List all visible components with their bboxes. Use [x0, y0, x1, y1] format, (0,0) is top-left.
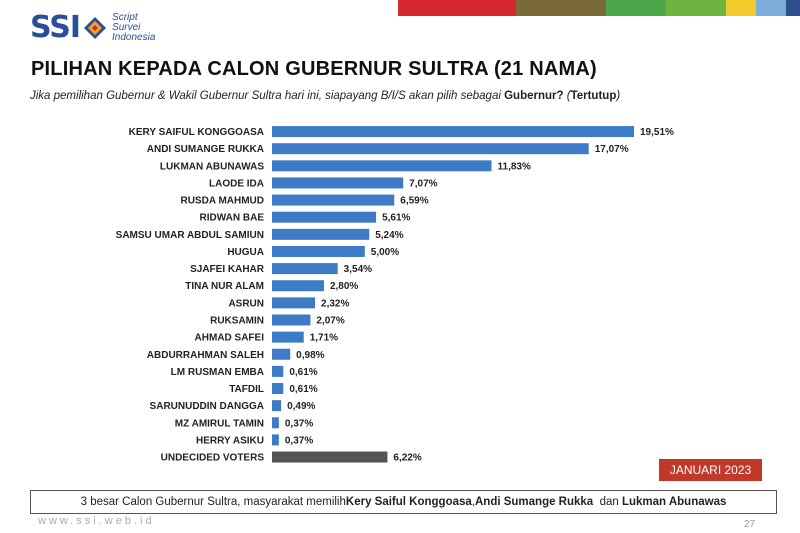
question-bold-gubernur: Gubernur? [504, 90, 564, 102]
value-label: 0,61% [289, 384, 317, 395]
value-label: 0,98% [296, 350, 324, 361]
question-subtitle: Jika pemilihan Gubernur & Wakil Gubernur… [30, 90, 620, 102]
topbar-seg-3 [606, 0, 666, 16]
value-label: 0,49% [287, 401, 315, 412]
page-number: 27 [744, 519, 756, 530]
category-label: RIDWAN BAE [200, 213, 265, 224]
note-name-2: Andi Sumange Rukka [474, 496, 594, 508]
question-bold-tertutup: Tertutup [570, 90, 617, 102]
category-label: ANDI SUMANGE RUKKA [147, 144, 264, 155]
value-label: 0,61% [289, 367, 317, 378]
value-label: 11,83% [498, 161, 531, 172]
topbar-seg-7 [786, 0, 800, 16]
candidate-bar [272, 160, 492, 172]
category-label: LUKMAN ABUNAWAS [160, 161, 264, 172]
candidate-bar [272, 383, 284, 395]
category-label: ABDURRAHMAN SALEH [147, 350, 264, 361]
value-label: 19,51% [640, 127, 674, 138]
logo-brand: SSI [30, 10, 81, 45]
category-label: HUGUA [227, 247, 264, 258]
candidate-bar [272, 400, 282, 412]
undecided-bar [272, 451, 388, 463]
value-label: 2,80% [330, 281, 358, 292]
category-label: LAODE IDA [209, 178, 264, 189]
category-label: RUSDA MAHMUD [180, 196, 264, 207]
candidate-bar [272, 143, 589, 155]
logo-line-1: Script [112, 11, 138, 23]
footer-url: www.ssi.web.id [38, 515, 155, 527]
page-title: PILIHAN KEPADA CALON GUBERNUR SULTRA (21… [31, 58, 597, 80]
ssi-logo: SSI Script Survei Indonesia [30, 10, 155, 45]
question-paren-open: ( [563, 90, 571, 102]
value-label: 2,32% [321, 298, 349, 309]
category-label: HERRY ASIKU [196, 435, 264, 446]
question-text: Jika pemilihan Gubernur & Wakil Gubernur… [30, 90, 505, 102]
category-label: UNDECIDED VOTERS [161, 453, 265, 464]
topbar-seg-5 [726, 0, 756, 16]
candidate-bar [272, 417, 279, 429]
category-label: RUKSAMIN [210, 315, 264, 326]
topbar-seg-1 [398, 0, 516, 16]
candidate-bar [272, 314, 311, 326]
category-label: AHMAD SAFEI [195, 333, 265, 344]
value-label: 3,54% [344, 264, 372, 275]
candidate-bar [272, 126, 634, 138]
category-label: KERY SAIFUL KONGGOASA [129, 127, 264, 138]
value-label: 5,00% [371, 247, 399, 258]
question-paren-close: ) [616, 90, 621, 102]
note-sep-2: dan [593, 496, 622, 508]
date-badge: JANUARI 2023 [659, 459, 762, 481]
note-sep-1: , [471, 496, 475, 508]
candidate-bar [272, 263, 338, 275]
logo-text: Script Survei Indonesia [112, 11, 156, 43]
candidate-bar [272, 228, 370, 240]
category-label: SAMSU UMAR ABDUL SAMIUN [116, 230, 264, 241]
value-label: 5,24% [375, 230, 403, 241]
top-color-bar [398, 0, 800, 16]
category-label: TAFDIL [229, 384, 264, 395]
candidate-bar [272, 297, 316, 309]
logo-mark-icon [84, 16, 107, 39]
category-label: MZ AMIRUL TAMIN [175, 418, 264, 429]
candidate-bar [272, 245, 365, 257]
value-label: 1,71% [310, 333, 338, 344]
candidate-bar [272, 177, 404, 189]
note-name-3: Lukman Abunawas [621, 496, 727, 508]
value-label: 17,07% [595, 144, 629, 155]
candidate-bar [272, 280, 324, 292]
value-label: 6,59% [400, 196, 428, 207]
category-label: SJAFEI KAHAR [190, 264, 265, 275]
value-label: 2,07% [316, 315, 344, 326]
note-text: 3 besar Calon Gubernur Sultra, masyaraka… [80, 496, 346, 508]
topbar-seg-4 [666, 0, 726, 16]
topbar-seg-2 [516, 0, 606, 16]
logo-line-3: Indonesia [112, 31, 156, 43]
topbar-seg-6 [756, 0, 786, 16]
summary-note: 3 besar Calon Gubernur Sultra, masyaraka… [30, 490, 777, 514]
value-label: 7,07% [409, 178, 437, 189]
value-label: 0,37% [285, 435, 313, 446]
candidate-bar [272, 211, 377, 223]
value-label: 5,61% [382, 213, 410, 224]
category-label: ASRUN [228, 298, 264, 309]
candidate-bar [272, 434, 279, 446]
candidate-bar [272, 348, 291, 360]
category-label: LM RUSMAN EMBA [171, 367, 264, 378]
candidate-bar [272, 331, 304, 343]
value-label: 6,22% [393, 453, 421, 464]
candidate-bar [272, 194, 395, 206]
category-label: TINA NUR ALAM [185, 281, 264, 292]
note-name-1: Kery Saiful Konggoasa [345, 496, 472, 508]
candidate-bar [272, 365, 284, 377]
value-label: 0,37% [285, 418, 313, 429]
logo-line-2: Survei [112, 21, 141, 33]
category-label: SARUNUDDIN DANGGA [150, 401, 264, 412]
